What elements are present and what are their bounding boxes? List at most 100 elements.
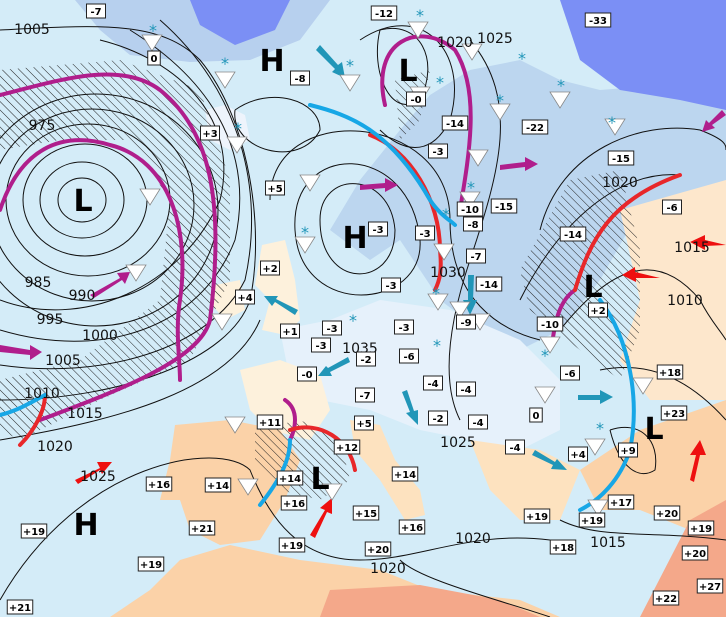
temperature-label: -14 <box>559 226 587 242</box>
temperature-label: -10 <box>456 201 484 217</box>
showers-icon <box>339 74 361 92</box>
occluded-air-arrow <box>0 345 42 360</box>
temperature-label: -8 <box>290 70 310 86</box>
temperature-label: +16 <box>398 519 426 535</box>
temperature-label: -9 <box>456 314 476 330</box>
temperature-value: +16 <box>283 499 305 510</box>
temperature-label-box <box>381 277 401 293</box>
temperature-value: +19 <box>581 516 603 527</box>
temperature-label: +19 <box>278 537 306 553</box>
snow-icon: * <box>346 56 354 75</box>
isobar <box>0 29 241 342</box>
snow-icon: * <box>436 73 444 92</box>
temperature-label-box <box>456 201 484 217</box>
pressure-center-L: L <box>644 412 663 447</box>
temperature-label-box <box>653 505 681 521</box>
temperature-label-box <box>456 381 476 397</box>
central-europe <box>280 300 560 450</box>
temperature-label-box <box>441 115 469 131</box>
cold-air-arrow <box>532 450 567 470</box>
showers-icon <box>427 293 449 311</box>
showers-icon <box>125 264 147 282</box>
temperature-label-box <box>588 302 608 318</box>
temperature-label-box <box>399 348 419 364</box>
isobar-label: 1000 <box>82 328 118 344</box>
isobar <box>39 161 125 239</box>
snow-icon: * <box>496 91 504 110</box>
balkans <box>470 440 580 520</box>
snow-icon: * <box>467 178 475 197</box>
temperature-label-box <box>352 505 380 521</box>
snow-icon: * <box>432 284 440 303</box>
temperature-label-box <box>280 323 300 339</box>
temperature-label: +16 <box>280 495 308 511</box>
temperature-label-box <box>475 276 503 292</box>
showers-icon <box>549 91 571 109</box>
warm-air-arrow <box>310 498 332 538</box>
isobar <box>0 26 257 401</box>
snow-icon: * <box>234 119 242 138</box>
snow-icon: * <box>416 6 424 25</box>
temperature-value: -2 <box>432 414 443 425</box>
temperature-value: -3 <box>432 147 443 158</box>
isobar-label: 1010 <box>667 293 703 309</box>
occluded-front <box>380 34 473 212</box>
temperature-value: -3 <box>385 281 396 292</box>
temperature-label-box <box>428 143 448 159</box>
isobar-label: 1025 <box>477 31 513 47</box>
temperature-value: -3 <box>419 229 430 240</box>
temperature-value: +19 <box>281 541 303 552</box>
temperature-value: -12 <box>375 9 393 20</box>
cold-air-arrow <box>578 390 613 404</box>
temperature-value: +12 <box>336 443 358 454</box>
temperature-label: -3 <box>381 277 401 293</box>
showers-icon <box>604 118 626 136</box>
temperature-label-box <box>278 537 306 553</box>
temperature-label-box <box>618 442 638 458</box>
temperature-value: -3 <box>326 324 337 335</box>
showers-icon <box>211 313 233 331</box>
temperature-value: +19 <box>140 560 162 571</box>
temperature-value: +21 <box>9 603 31 614</box>
temperature-label-box <box>696 578 724 594</box>
temperature-label-box <box>687 520 715 536</box>
temperature-value: -6 <box>666 203 677 214</box>
temperature-label: +19 <box>687 520 715 536</box>
temperature-value: +4 <box>570 450 585 461</box>
temperature-label-box <box>311 337 331 353</box>
temperature-value: +2 <box>262 264 277 275</box>
temperature-label-box <box>523 508 551 524</box>
temperature-label-box <box>652 590 680 606</box>
temperature-value: -7 <box>470 252 481 263</box>
temperature-value: -9 <box>460 318 471 329</box>
warm-air-arrow <box>690 440 706 482</box>
isobar-label: 1020 <box>370 561 406 577</box>
temperature-label: +3 <box>200 125 220 141</box>
temperature-value: +14 <box>394 470 416 481</box>
temperature-label: -33 <box>584 12 612 28</box>
isobar <box>319 183 396 275</box>
temperature-label-box <box>456 314 476 330</box>
temperature-label: +18 <box>656 364 684 380</box>
sahara-hot <box>320 585 540 617</box>
temperature-label-box <box>607 494 635 510</box>
temperature-value: -6 <box>564 369 575 380</box>
showers-icon <box>584 438 606 456</box>
showers-icon <box>214 71 236 89</box>
isobar-label: 1005 <box>45 353 81 369</box>
warm-air-arrow <box>622 267 660 282</box>
temperature-label-box <box>466 248 486 264</box>
showers-icon <box>226 136 248 154</box>
temperature-label-box <box>265 180 285 196</box>
showers-icon <box>459 191 481 209</box>
temperature-value: +18 <box>552 543 574 554</box>
showers-icon <box>224 416 246 434</box>
temperature-value: +3 <box>202 129 217 140</box>
isobar <box>0 93 219 327</box>
temperature-label-box <box>681 545 709 561</box>
temperature-label: +22 <box>652 590 680 606</box>
pressure-center-H: H <box>342 221 367 256</box>
isobar <box>359 25 455 148</box>
showers-icon <box>237 478 259 496</box>
cold-front <box>0 393 47 417</box>
